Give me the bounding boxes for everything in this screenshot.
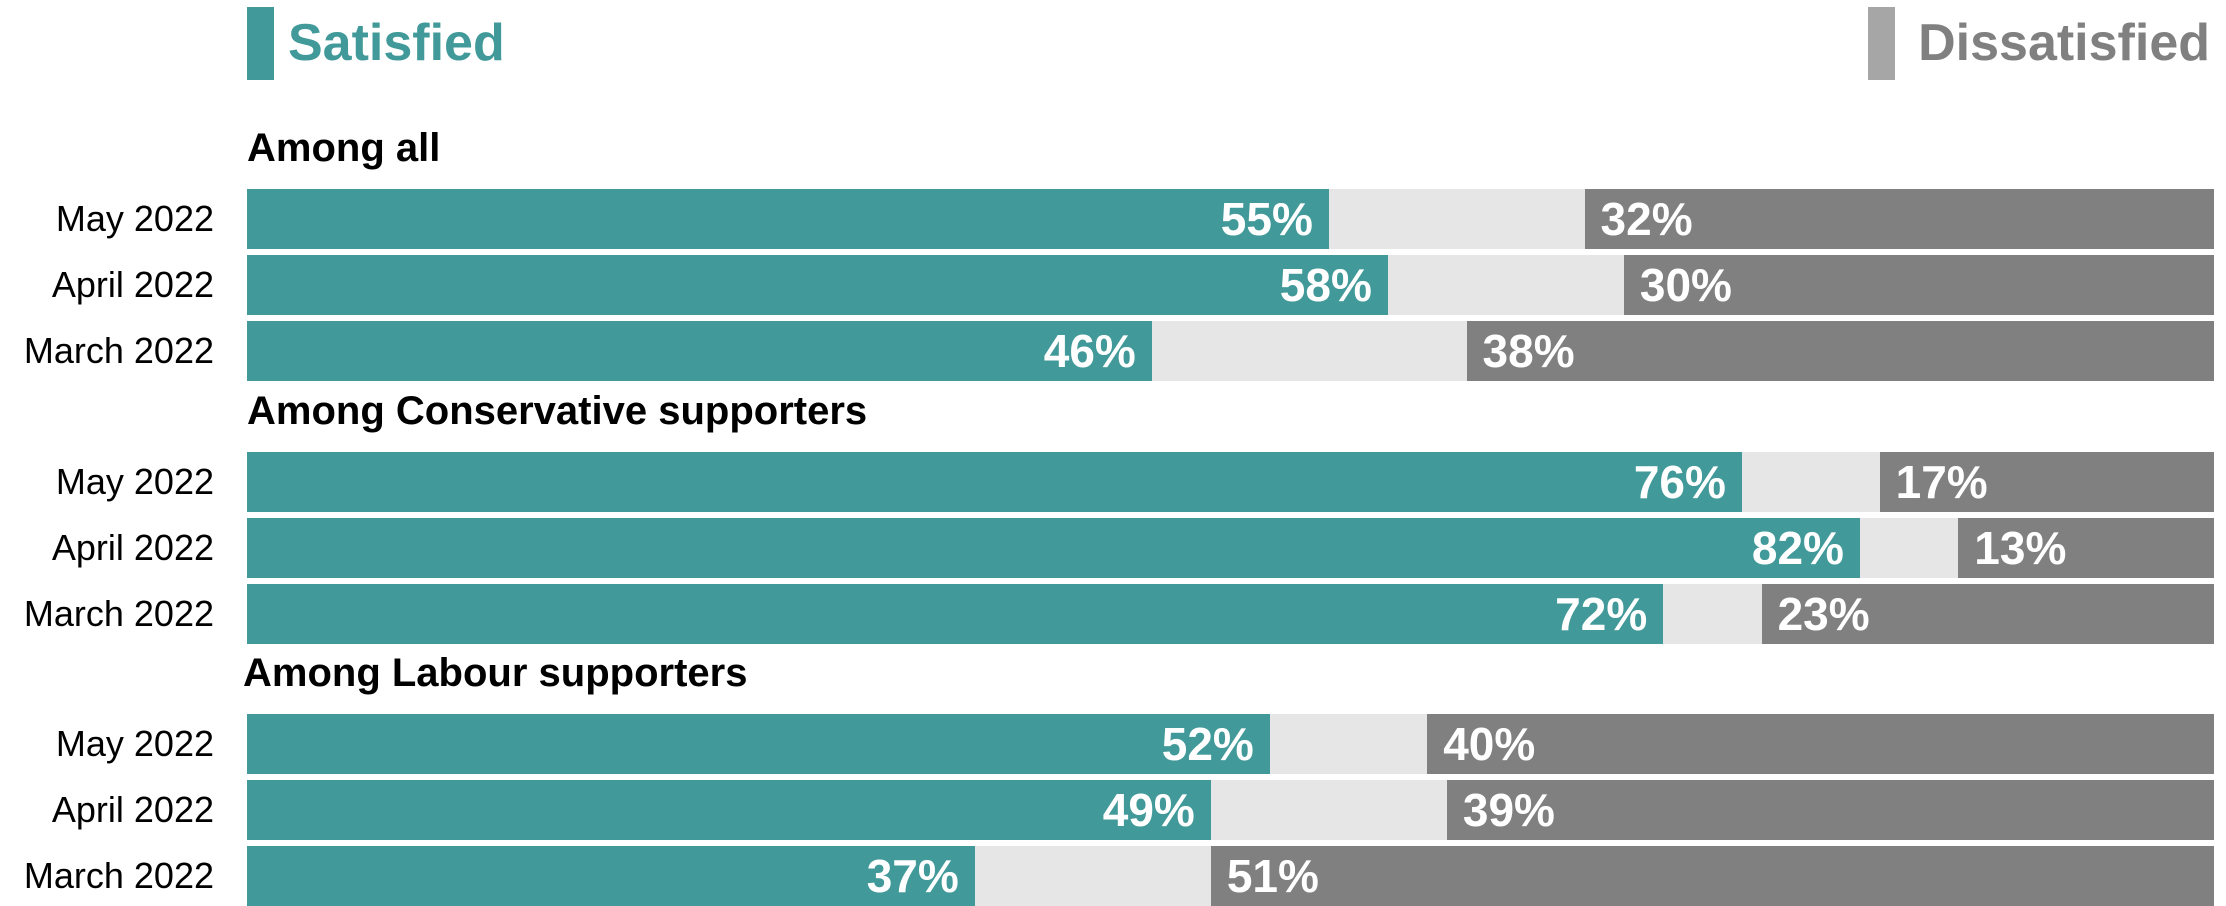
row-label: April 2022 (51, 789, 214, 830)
bar-satisfied (247, 189, 1329, 249)
bar-dissatisfied (1427, 714, 2214, 774)
bar-satisfied (247, 846, 975, 906)
row-label: March 2022 (23, 855, 214, 896)
value-label-satisfied: 46% (1043, 325, 1136, 377)
row-label: May 2022 (55, 723, 214, 764)
bar-satisfied (247, 714, 1270, 774)
bar-satisfied (247, 518, 1860, 578)
legend-swatch-satisfied (247, 7, 274, 80)
value-label-dissatisfied: 38% (1482, 325, 1575, 377)
value-label-satisfied: 76% (1633, 456, 1726, 508)
group-title: Among all (247, 126, 441, 170)
bar-dissatisfied (1879, 452, 2214, 512)
row-label: April 2022 (51, 264, 214, 305)
bar-dissatisfied (1446, 780, 2214, 840)
row-label: March 2022 (23, 330, 214, 371)
row-label: May 2022 (55, 461, 214, 502)
value-label-dissatisfied: 32% (1600, 193, 1693, 245)
legend-label-satisfied: Satisfied (288, 14, 505, 72)
value-label-satisfied: 52% (1161, 718, 1254, 770)
value-label-satisfied: 49% (1102, 784, 1195, 836)
value-label-satisfied: 58% (1279, 259, 1372, 311)
value-label-dissatisfied: 40% (1443, 718, 1536, 770)
group-title: Among Conservative supporters (247, 389, 868, 433)
bar-dissatisfied (1623, 255, 2214, 315)
value-label-dissatisfied: 17% (1895, 456, 1988, 508)
bar-dissatisfied (1466, 321, 2214, 381)
bar-satisfied (247, 452, 1742, 512)
bar-dissatisfied (1958, 518, 2214, 578)
value-label-satisfied: 82% (1751, 522, 1844, 574)
group-title: Among Labour supporters (243, 651, 748, 695)
value-label-satisfied: 72% (1555, 588, 1648, 640)
value-label-dissatisfied: 30% (1639, 259, 1732, 311)
value-label-dissatisfied: 23% (1777, 588, 1870, 640)
bar-dissatisfied (1761, 584, 2214, 644)
value-label-dissatisfied: 13% (1974, 522, 2067, 574)
bar-satisfied (247, 321, 1152, 381)
row-label: May 2022 (55, 198, 214, 239)
legend-swatch-dissatisfied (1868, 7, 1895, 80)
bar-dissatisfied (1210, 846, 2214, 906)
bar-satisfied (247, 584, 1664, 644)
row-label: March 2022 (23, 593, 214, 634)
legend-label-dissatisfied: Dissatisfied (1918, 14, 2210, 72)
row-label: April 2022 (51, 527, 214, 568)
value-label-dissatisfied: 51% (1226, 850, 1319, 902)
bar-satisfied (247, 780, 1211, 840)
value-label-dissatisfied: 39% (1462, 784, 1555, 836)
value-label-satisfied: 37% (866, 850, 959, 902)
bar-dissatisfied (1584, 189, 2214, 249)
bar-satisfied (247, 255, 1388, 315)
value-label-satisfied: 55% (1220, 193, 1313, 245)
